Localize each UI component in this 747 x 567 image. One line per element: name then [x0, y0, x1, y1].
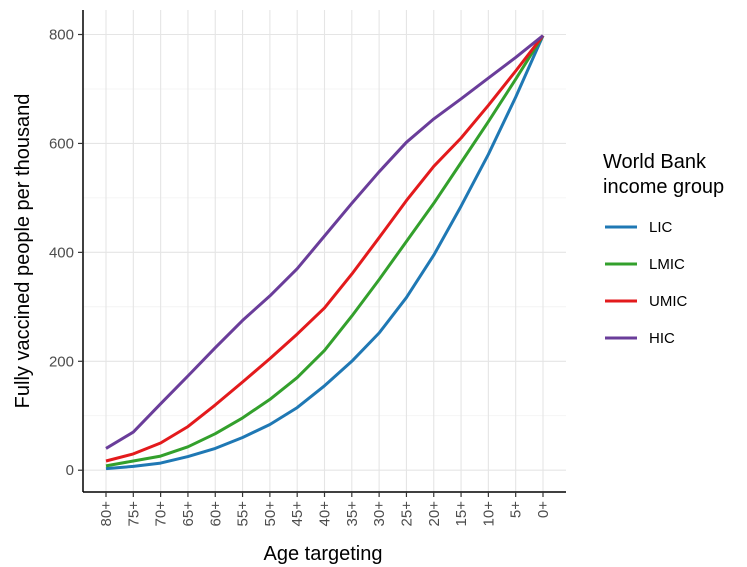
legend-label-lic: LIC	[649, 219, 673, 236]
x-tick-label: 35+	[344, 501, 361, 527]
legend-label-hic: HIC	[649, 330, 675, 347]
legend-label-lmic: LMIC	[649, 256, 685, 273]
legend-label-umic: UMIC	[649, 293, 687, 310]
y-tick-label: 0	[66, 462, 74, 479]
x-tick-label: 30+	[371, 501, 388, 527]
x-tick-label: 60+	[207, 501, 224, 527]
y-tick-labels: 0 200 400 600 800	[49, 27, 83, 479]
series-lines	[105, 34, 545, 471]
y-tick-label: 600	[49, 135, 74, 152]
x-tick-label: 20+	[426, 501, 443, 527]
grid-lines	[83, 10, 566, 492]
legend: World Bank income group LIC LMIC UMIC HIC	[603, 151, 724, 347]
x-tick-label: 50+	[262, 501, 279, 527]
y-tick-label: 800	[49, 27, 74, 44]
x-tick-label: 10+	[480, 501, 497, 527]
y-tick-label: 400	[49, 244, 74, 261]
x-tick-label: 45+	[289, 501, 306, 527]
x-tick-label: 70+	[153, 501, 170, 527]
x-tick-label: 15+	[453, 501, 470, 527]
x-tick-label: 55+	[235, 501, 252, 527]
legend-title-line-1: World Bank	[603, 151, 707, 173]
y-tick-label: 200	[49, 353, 74, 370]
x-tick-label: 75+	[125, 501, 142, 527]
legend-items: LIC LMIC UMIC HIC	[605, 219, 687, 347]
x-axis-title: Age targeting	[264, 543, 383, 565]
legend-title-line-2: income group	[603, 176, 724, 198]
series-line-lmic	[105, 34, 545, 468]
series-line-lic	[105, 34, 545, 471]
x-tick-label: 65+	[180, 501, 197, 527]
x-tick-label: 80+	[98, 501, 115, 527]
x-tick-label: 25+	[398, 501, 415, 527]
series-line-umic	[105, 34, 545, 463]
x-tick-labels: 80+ 75+ 70+ 65+ 60+ 55+ 50+ 45+ 40+ 35+ 30+ 25+ 20+ 1…	[98, 492, 552, 526]
x-tick-label: 5+	[508, 501, 525, 518]
x-tick-label: 40+	[317, 501, 334, 527]
x-tick-label: 0+	[535, 501, 552, 518]
y-axis-title: Fully vaccined people per thousand	[12, 94, 34, 409]
series-line-hic	[105, 34, 544, 450]
